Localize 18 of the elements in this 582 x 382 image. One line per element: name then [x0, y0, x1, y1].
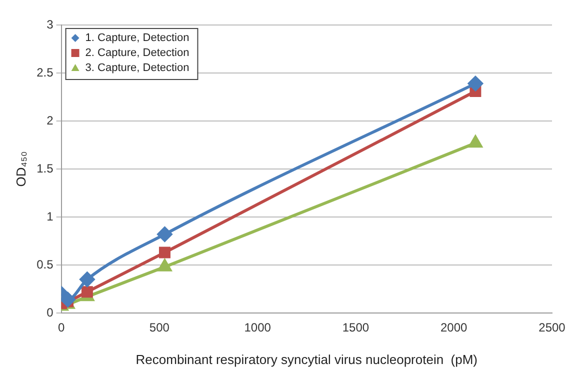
x-tick-label: 2000 [440, 320, 468, 335]
legend-label: 3. Capture, Detection [85, 62, 190, 74]
y-tick-label: 0.5 [36, 257, 54, 272]
y-tick-label: 2 [46, 113, 54, 128]
legend-label: 2. Capture, Detection [85, 47, 190, 60]
y-tick-label: 0 [46, 305, 54, 320]
y-axis-title: OD₄₅₀ [13, 151, 28, 187]
x-tick-label: 500 [149, 320, 170, 335]
y-tick-label: 1 [46, 209, 54, 224]
y-tick-label: 3 [46, 17, 54, 32]
x-tick-label: 0 [58, 320, 65, 335]
y-tick-label: 2.5 [36, 65, 54, 80]
x-axis-title: Recombinant respiratory syncytial virus nucleoprotein (pM) [136, 352, 478, 367]
legend-label: 1. Capture, Detection [85, 32, 190, 44]
x-tick-label: 2500 [538, 320, 566, 335]
x-tick-label: 1500 [342, 320, 370, 335]
y-tick-label: 1.5 [36, 161, 54, 176]
x-tick-label: 1000 [244, 320, 272, 335]
